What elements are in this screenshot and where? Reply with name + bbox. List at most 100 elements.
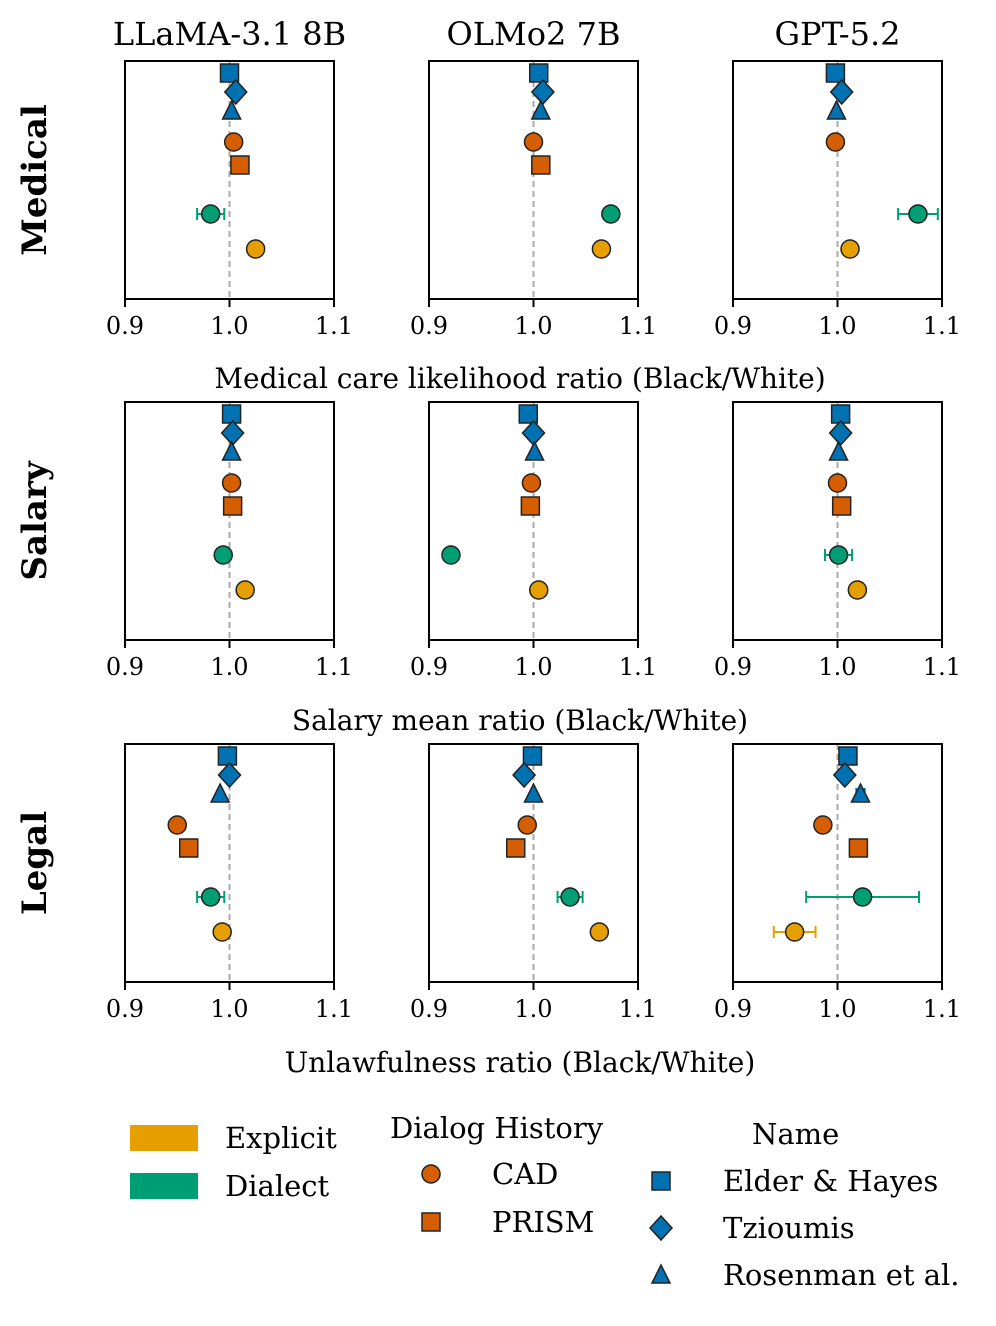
panel: 0.9 1.0 1.1 [106,743,353,1023]
data-point-rosenman [524,440,545,461]
column-title: GPT-5.2 [774,15,900,53]
x-tick-label: 1.1 [315,312,353,340]
legend-marker-triangle [650,1263,672,1284]
data-point-dialect [828,545,849,565]
data-point-dialect [560,887,580,907]
x-tick-label: 0.9 [410,312,448,340]
data-point-prism [831,496,852,516]
data-point-prism [230,155,250,175]
data-point-explicit [591,239,612,259]
data-point-prism [520,496,541,516]
data-point-rosenman [828,440,849,461]
data-point-tzioumis [829,78,854,106]
column-title: LLaMA-3.1 8B [113,15,346,53]
data-point-cad [521,473,542,493]
x-tick-label: 1.0 [210,653,248,681]
panel: 0.9 1.0 1.1 [410,60,657,340]
x-tick-label: 1.1 [315,653,353,681]
x-tick-label: 1.1 [619,312,657,340]
legend-marker-cad [421,1164,441,1184]
legend-label: Tzioumis [723,1211,855,1245]
data-point-tzioumis [217,761,242,789]
data-point-dialect [601,204,621,224]
panel: 0.9 1.0 1.1 [410,743,657,1023]
data-point-explicit [589,922,610,942]
x-tick-label: 1.1 [619,653,657,681]
panel: 0.9 1.0 1.1 [714,401,961,681]
x-tick-label: 0.9 [410,995,448,1023]
data-point-rosenman [221,99,242,120]
legend-marker-square [651,1171,671,1191]
data-point-rosenman [523,782,544,803]
x-tick-label: 0.9 [106,653,144,681]
data-point-dialect [908,204,928,224]
data-point-tzioumis [223,78,248,106]
x-axis-label: Unlawfulness ratio (Black/White) [285,1046,756,1079]
data-point-prism [178,838,199,858]
legend-marker-diamond [648,1214,674,1242]
legend-label: Elder & Hayes [723,1164,938,1198]
x-tick-label: 0.9 [410,653,448,681]
data-point-dialect [852,887,873,907]
panel: 0.9 1.0 1.1 [106,401,353,681]
x-tick-label: 1.0 [210,995,248,1023]
x-tick-label: 0.9 [714,312,752,340]
panel: 0.9 1.0 1.1 [714,743,961,1023]
data-point-prism [848,838,869,858]
data-point-tzioumis [832,761,857,789]
x-tick-label: 1.1 [923,653,961,681]
data-point-cad [221,473,242,493]
data-point-elder_hayes [522,746,543,766]
data-point-elder_hayes [219,63,240,83]
x-tick-label: 1.1 [619,995,657,1023]
panel: 0.9 1.0 1.1 [106,60,353,340]
x-tick-label: 1.1 [923,312,961,340]
x-tick-label: 1.0 [818,995,856,1023]
data-point-elder_hayes [221,404,242,424]
data-point-elder_hayes [217,746,238,766]
data-point-elder_hayes [825,63,846,83]
x-tick-label: 1.1 [923,995,961,1023]
data-point-explicit [840,239,860,259]
data-point-cad [223,132,244,152]
x-tick-label: 1.0 [818,312,856,340]
data-point-cad [825,132,846,152]
data-point-cad [517,815,537,835]
panel: 0.9 1.0 1.1 [714,60,961,340]
x-tick-label: 1.0 [514,312,552,340]
data-point-explicit [847,580,868,600]
data-point-rosenman [221,440,242,461]
x-tick-label: 0.9 [714,653,752,681]
x-tick-label: 0.9 [106,312,144,340]
data-point-dialect [441,545,461,565]
legend-label: Rosenman et al. [723,1258,960,1292]
legend: Explicit Dialect Dialog History CAD PRISM Nam… [130,1111,960,1292]
x-tick-label: 1.1 [315,995,353,1023]
legend-label: Explicit [225,1121,337,1155]
x-tick-label: 1.0 [514,995,552,1023]
panel: 0.9 1.0 1.1 [410,401,657,681]
data-point-cad [167,815,187,835]
legend-label: CAD [492,1157,558,1191]
data-point-cad [813,815,833,835]
data-point-explicit [528,580,549,600]
data-point-tzioumis [512,761,537,789]
x-tick-label: 0.9 [714,995,752,1023]
data-point-rosenman [530,99,552,120]
data-point-prism [505,838,526,858]
x-axis-label: Medical care likelihood ratio (Black/Whi… [214,362,825,395]
row-label: Medical [15,104,55,256]
data-point-explicit [212,922,232,942]
data-point-rosenman [209,782,231,803]
data-point-explicit [784,922,805,942]
data-point-cad [827,473,848,493]
column-title: OLMo2 7B [447,15,621,53]
data-point-rosenman [826,99,847,120]
x-tick-label: 1.0 [818,653,856,681]
data-point-explicit [245,239,266,259]
x-tick-label: 0.9 [106,995,144,1023]
data-point-dialect [213,545,233,565]
row-label: Legal [15,811,55,915]
legend-patch-dialect [130,1173,198,1199]
